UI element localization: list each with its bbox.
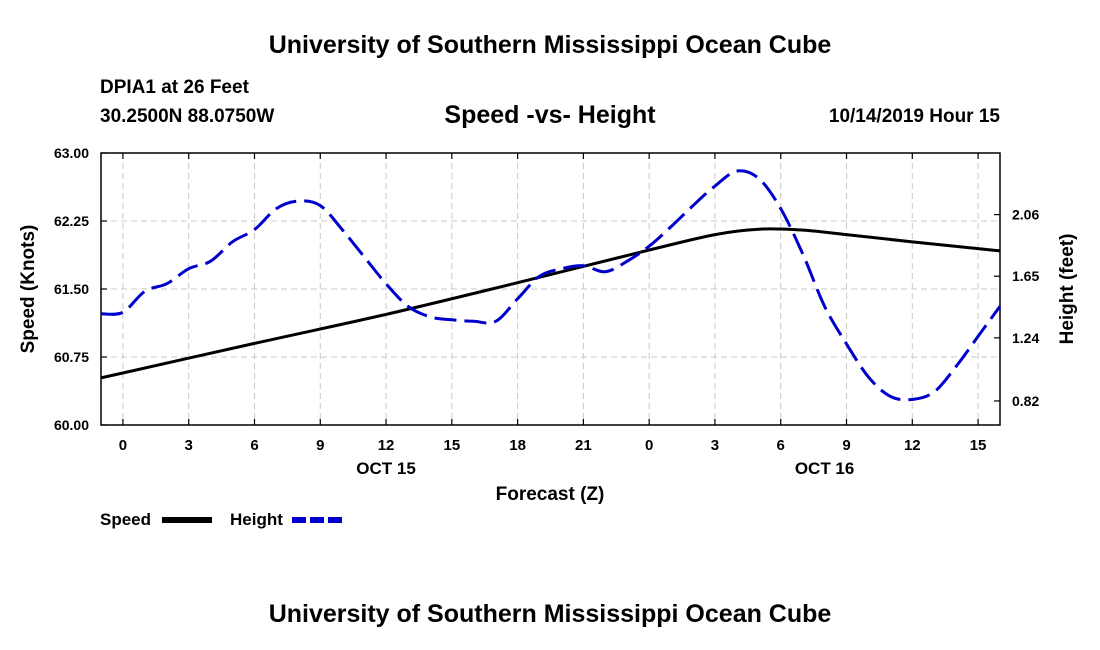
y-right-tick-label: 1.24	[1012, 330, 1039, 346]
series-line-height	[100, 169, 1002, 402]
y-left-tick-label: 62.25	[54, 213, 89, 229]
x-tick-label: 0	[119, 437, 127, 454]
y-left-tick-label: 60.75	[54, 349, 89, 365]
station-label: DPIA1 at 26 Feet	[100, 77, 249, 98]
grid-lines	[101, 153, 1000, 425]
y-right-tick-label: 1.65	[1012, 268, 1039, 284]
x-tick-label: 3	[185, 437, 193, 454]
y-left-tick-label: 61.50	[54, 281, 89, 297]
x-tick-label: 0	[645, 437, 653, 454]
x-tick-label: 18	[509, 437, 526, 454]
x-tick-label: 12	[904, 437, 921, 454]
series	[100, 169, 1002, 402]
axes: 0 3 6 9 12 15 18 21 0 3 6 9 12 15 OCT 15 OCT 16 60.00 60.…	[54, 145, 1040, 478]
y-left-tick-label: 63.00	[54, 145, 89, 161]
y-axis-right-title: Height (feet)	[1057, 234, 1078, 345]
x-tick-label: 15	[970, 437, 987, 454]
legend-label-speed: Speed	[100, 510, 151, 529]
x-tick-label: 9	[316, 437, 324, 454]
x-tick-label: 3	[711, 437, 719, 454]
x-date-label: OCT 16	[795, 459, 855, 478]
x-tick-label: 6	[777, 437, 785, 454]
legend: Speed Height	[100, 510, 342, 529]
datetime-label: 10/14/2019 Hour 15	[828, 106, 1000, 127]
x-axis-title: Forecast (Z)	[496, 484, 605, 505]
legend-label-height: Height	[230, 510, 283, 529]
y-left-tick-label: 60.00	[54, 417, 89, 433]
x-tick-label: 12	[378, 437, 395, 454]
page-title-bottom: University of Southern Mississippi Ocean…	[268, 600, 832, 628]
chart-title: Speed -vs- Height	[444, 101, 656, 129]
y-right-tick-label: 0.82	[1012, 393, 1039, 409]
x-tick-label: 21	[575, 437, 592, 454]
coordinates-label: 30.2500N 88.0750W	[100, 106, 275, 127]
series-line-speed	[100, 227, 1001, 380]
y-right-tick-label: 2.06	[1012, 207, 1039, 223]
y-axis-left-title: Speed (Knots)	[18, 225, 39, 354]
x-date-label: OCT 15	[356, 459, 416, 478]
x-tick-label: 6	[250, 437, 258, 454]
page-title-top: University of Southern Mississippi Ocean…	[268, 31, 832, 59]
x-tick-label: 15	[443, 437, 460, 454]
x-tick-label: 9	[842, 437, 850, 454]
